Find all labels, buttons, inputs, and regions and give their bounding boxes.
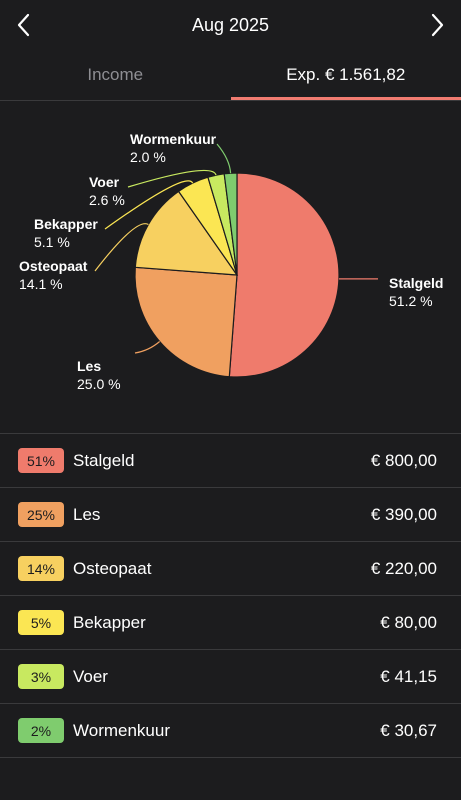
category-row[interactable]: 5% Bekapper € 80,00 — [0, 596, 461, 650]
leader-line-voer — [127, 169, 217, 188]
pie-slice-les[interactable] — [134, 266, 238, 378]
pie-label-stalgeld: Stalgeld — [389, 275, 443, 291]
category-name: Osteopaat — [73, 558, 152, 578]
percent-badge: 25% — [18, 502, 64, 527]
percent-badge: 5% — [18, 610, 64, 635]
pie-label-pct-stalgeld: 51.2 % — [389, 293, 433, 309]
category-amount: € 41,15 — [380, 666, 437, 686]
pie-leader-lines — [94, 143, 378, 354]
percent-badge: 14% — [18, 556, 64, 581]
category-name: Les — [73, 504, 101, 524]
tab-income[interactable]: Income — [87, 65, 144, 84]
pie-labels: Stalgeld 51.2 % Les 25.0 % Osteopaat 14.1 % Be… — [19, 131, 443, 392]
leader-line-les — [134, 341, 161, 354]
category-name: Stalgeld — [73, 450, 135, 470]
pie-label-pct-bekapper: 5.1 % — [34, 234, 70, 250]
percent-badge: 3% — [18, 664, 64, 689]
pie-label-bekapper: Bekapper — [34, 216, 98, 232]
pie-slice-stalgeld[interactable] — [228, 172, 340, 378]
category-amount: € 800,00 — [370, 450, 437, 470]
leader-line-osteopaat — [94, 223, 149, 272]
header-bar: Aug 2025 — [0, 0, 461, 50]
leader-line-bekapper — [104, 180, 194, 230]
pie-slice-osteopaat[interactable] — [134, 190, 239, 276]
category-name: Voer — [73, 666, 108, 686]
pie-label-voer: Voer — [89, 174, 120, 190]
chevron-left-icon — [17, 13, 30, 37]
category-name: Bekapper — [73, 612, 146, 632]
category-row[interactable]: 14% Osteopaat € 220,00 — [0, 542, 461, 596]
pie-label-les: Les — [77, 358, 101, 374]
month-title: Aug 2025 — [191, 14, 270, 35]
tabs-divider — [0, 100, 461, 101]
leader-line-wormenkuur — [216, 143, 232, 174]
pie-label-pct-voer: 2.6 % — [89, 192, 125, 208]
category-row[interactable]: 3% Voer € 41,15 — [0, 650, 461, 704]
chevron-right-icon — [431, 13, 444, 37]
category-amount: € 80,00 — [380, 612, 437, 632]
pie-slice-wormenkuur[interactable] — [223, 172, 238, 276]
pie-slices — [134, 172, 340, 378]
category-amount: € 30,67 — [380, 720, 437, 740]
pie-label-wormenkuur: Wormenkuur — [130, 131, 217, 147]
pie-label-pct-les: 25.0 % — [77, 376, 121, 392]
pie-label-pct-wormenkuur: 2.0 % — [130, 149, 166, 165]
prev-month-button[interactable] — [8, 10, 38, 40]
category-amount: € 220,00 — [370, 558, 437, 578]
category-list: 51% Stalgeld € 800,00 25% Les € 390,00 14% Oste… — [0, 433, 461, 758]
percent-badge: 51% — [18, 448, 64, 473]
pie-chart: Stalgeld 51.2 % Les 25.0 % Osteopaat 14.1 % Be… — [19, 131, 443, 392]
category-row[interactable]: 51% Stalgeld € 800,00 — [0, 434, 461, 488]
next-month-button[interactable] — [423, 10, 453, 40]
percent-badge: 2% — [18, 718, 64, 743]
category-row[interactable]: 25% Les € 390,00 — [0, 488, 461, 542]
category-row[interactable]: 2% Wormenkuur € 30,67 — [0, 704, 461, 758]
category-name: Wormenkuur — [73, 720, 170, 740]
pie-chart-area: Stalgeld 51.2 % Les 25.0 % Osteopaat 14.1 % Be… — [0, 101, 461, 431]
tab-bar: Income Exp. € 1.561,82 — [0, 50, 461, 100]
pie-label-pct-osteopaat: 14.1 % — [19, 276, 63, 292]
category-amount: € 390,00 — [370, 504, 437, 524]
tab-expenses[interactable]: Exp. € 1.561,82 — [230, 50, 461, 100]
pie-label-osteopaat: Osteopaat — [19, 258, 88, 274]
